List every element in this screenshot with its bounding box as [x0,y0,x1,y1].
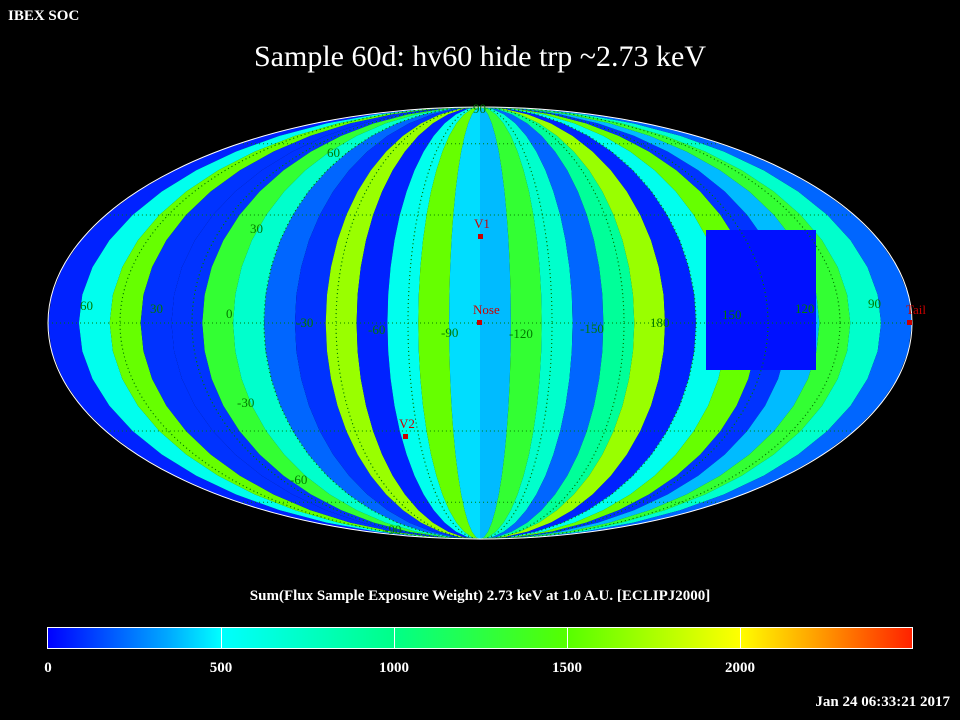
colorbar-tick [221,628,222,648]
marker-label-tail: Tail [906,302,926,317]
marker-label-v1: V1 [474,216,490,231]
colorbar-tick-label: 1000 [379,660,409,676]
latitude-labels: 90 60 30 -30 -60 -90 [237,101,486,537]
flux-band [356,107,480,539]
page-title: Sample 60d: hv60 hide trp ~2.73 keV [253,40,706,73]
marker-nose [477,320,482,325]
lon-label: 0 [226,306,233,321]
lon-label: 60 [80,298,93,313]
colorbar-tick [740,628,741,648]
longitude-labels: 60 30 0 -30 -60 -90 -120 -150 180 150 12… [80,296,881,341]
org-label: IBEX SOC [8,8,80,24]
lon-label: -120 [509,326,533,341]
lon-label: 150 [722,307,742,322]
colorbar-tick-label: 500 [209,660,233,676]
lat-label: 30 [250,221,263,236]
marker-label-nose: Nose [473,302,500,317]
timestamp: Jan 24 06:33:21 2017 [815,694,950,710]
low-flux-region [706,230,816,370]
colorbar-tick-label: 0 [44,660,52,676]
marker-tail [907,320,912,325]
lon-label: 90 [868,296,881,311]
lon-label: -60 [368,322,385,337]
lon-label: -30 [296,315,313,330]
colorbar-tick-label: 2000 [725,660,755,676]
colorbar [47,627,913,649]
markers: V1 Nose V2 Tail [399,216,926,439]
flux-band [480,107,573,539]
lon-label: 180 [650,315,670,330]
lon-label: 30 [150,301,163,316]
sky-map: 60 30 0 -30 -60 -90 -120 -150 180 150 12… [47,101,926,540]
flux-band [418,107,480,539]
lat-label: -90 [384,522,401,537]
lat-label: 90 [473,101,486,116]
flux-band [480,107,511,539]
marker-v1 [478,234,483,239]
colorbar-tick [567,628,568,648]
lon-label: -90 [441,325,458,340]
lon-label: 120 [795,301,815,316]
colorbar-tick [394,628,395,648]
lat-label: -30 [237,395,254,410]
colorbar-tick-label: 1500 [552,660,582,676]
lat-label: -60 [290,472,307,487]
flux-band [480,107,635,539]
flux-band [294,107,480,539]
lon-label: -150 [580,321,604,336]
marker-v2 [403,434,408,439]
flux-band [325,107,480,539]
lat-label: 60 [327,145,340,160]
marker-label-v2: V2 [399,416,415,431]
flux-band [480,107,604,539]
colorbar-label: Sum(Flux Sample Exposure Weight) 2.73 ke… [249,588,711,604]
